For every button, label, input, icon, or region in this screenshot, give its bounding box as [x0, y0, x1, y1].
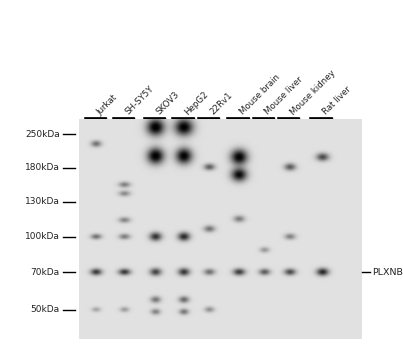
- Text: Mouse brain: Mouse brain: [238, 73, 282, 117]
- Text: Rat liver: Rat liver: [321, 85, 353, 117]
- Text: SH-SY5Y: SH-SY5Y: [124, 85, 156, 117]
- Text: SKOV3: SKOV3: [155, 90, 181, 117]
- Text: 22Rv1: 22Rv1: [208, 91, 234, 117]
- Text: PLXNB2: PLXNB2: [372, 268, 403, 277]
- Text: 250kDa: 250kDa: [25, 130, 60, 139]
- Text: Jurkat: Jurkat: [96, 93, 120, 117]
- Text: HepG2: HepG2: [183, 90, 210, 117]
- Text: 100kDa: 100kDa: [25, 232, 60, 241]
- Text: 130kDa: 130kDa: [25, 197, 60, 206]
- Text: 180kDa: 180kDa: [25, 163, 60, 172]
- Text: Mouse liver: Mouse liver: [264, 76, 305, 117]
- Text: Mouse kidney: Mouse kidney: [289, 68, 337, 117]
- Text: 50kDa: 50kDa: [31, 305, 60, 314]
- Text: 70kDa: 70kDa: [31, 268, 60, 277]
